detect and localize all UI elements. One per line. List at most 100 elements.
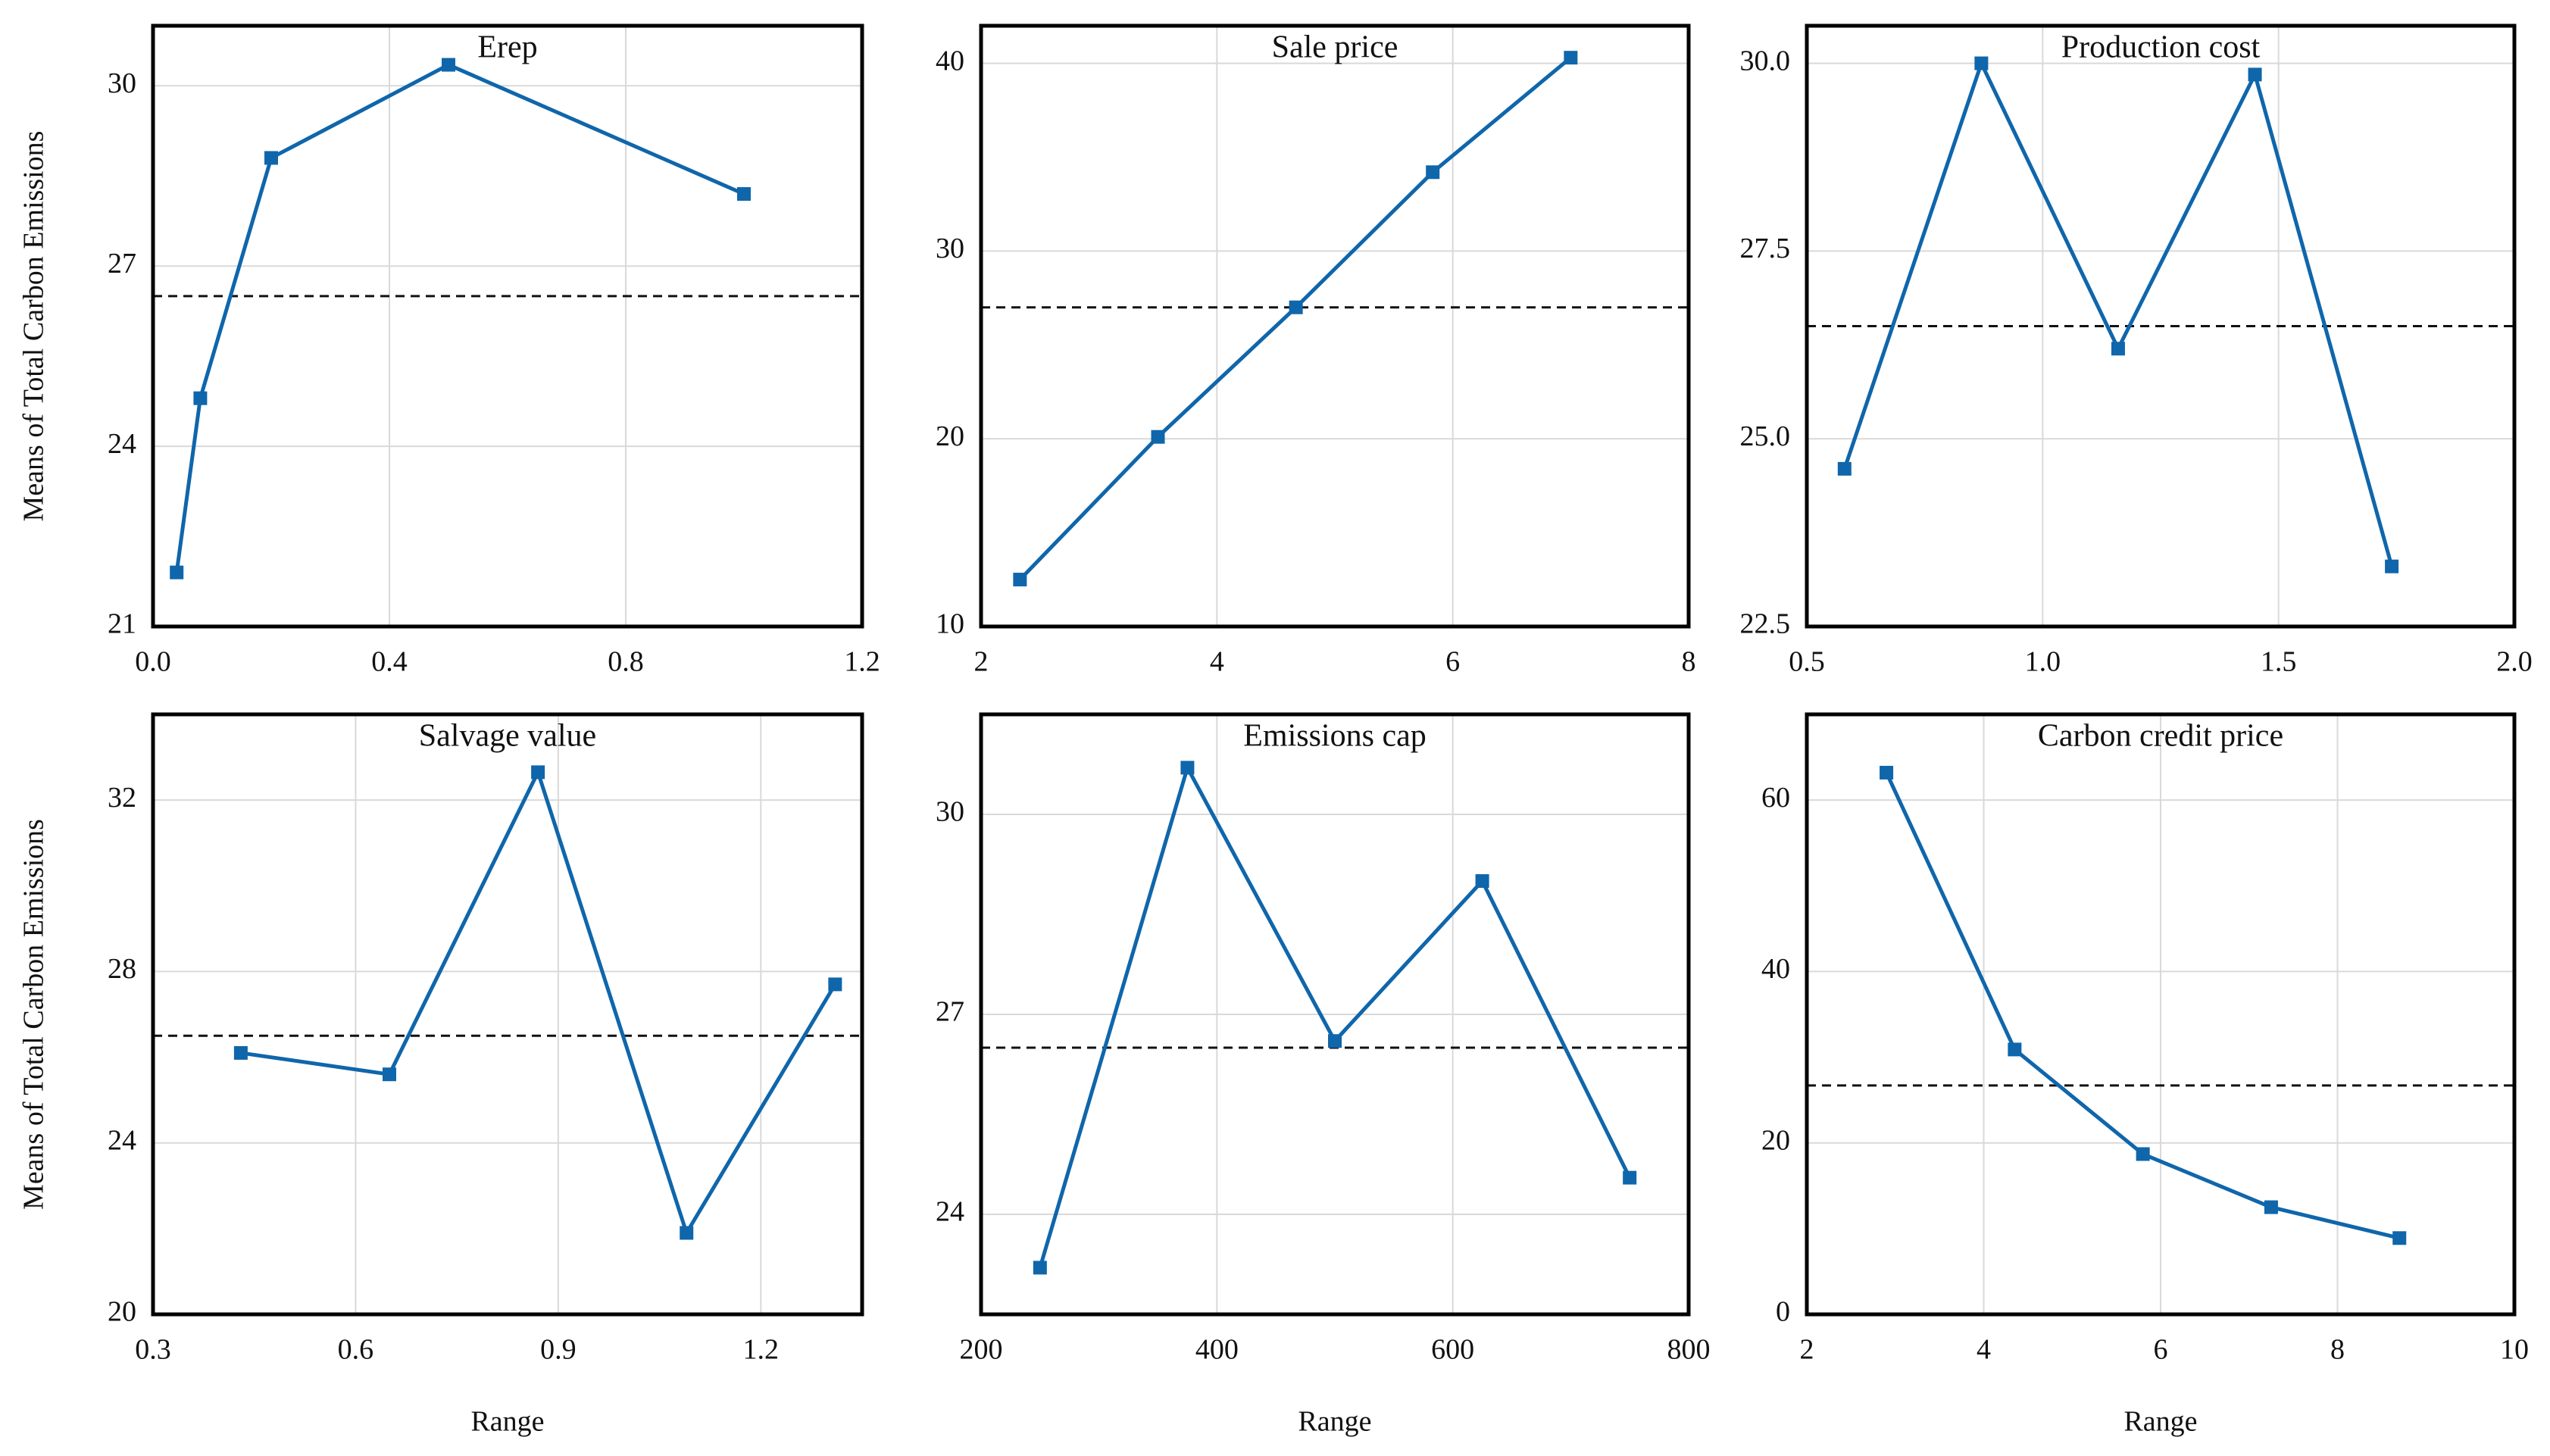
- x-tick-label: 600: [1431, 1334, 1474, 1366]
- data-point: [2008, 1042, 2022, 1057]
- data-line: [1842, 58, 2394, 567]
- data-point: [2248, 67, 2262, 82]
- x-tick-label: 6: [1445, 646, 1460, 678]
- y-tick-label: 21: [108, 608, 136, 640]
- y-tick-label: 10: [936, 608, 964, 640]
- x-tick-label: 1.5: [2261, 646, 2297, 678]
- data-point: [2392, 1231, 2407, 1245]
- plot-frame: [1805, 712, 2517, 1317]
- data-point: [1013, 573, 1027, 587]
- x-tick-label: 0.6: [338, 1334, 374, 1366]
- data-point: [2385, 559, 2399, 573]
- data-point: [1623, 1170, 1637, 1185]
- y-tick-label: 27: [936, 996, 964, 1028]
- x-tick-label: 400: [1195, 1334, 1239, 1366]
- data-point: [1475, 874, 1489, 888]
- plot-frame: [1805, 23, 2517, 629]
- data-point: [1564, 51, 1578, 65]
- data-point: [737, 187, 751, 202]
- x-axis-label: Range: [1298, 1406, 1371, 1438]
- x-tick-label: 2: [1800, 1334, 1814, 1366]
- y-tick-label: 27.5: [1740, 233, 1791, 264]
- y-tick-label: 24: [108, 1124, 136, 1156]
- y-tick-label: 22.5: [1740, 608, 1791, 640]
- plot-frame: [979, 712, 1691, 1317]
- x-tick-label: 1.2: [844, 646, 880, 678]
- x-tick-label: 0.0: [135, 646, 171, 678]
- data-point: [2264, 1200, 2278, 1214]
- x-axis-label: Range: [2123, 1406, 2197, 1438]
- x-tick-label: 1.2: [743, 1334, 780, 1366]
- chart-title: Sale price: [1272, 30, 1398, 65]
- data-point: [1880, 765, 1894, 780]
- y-tick-label: 24: [936, 1196, 964, 1228]
- y-tick-label: 30: [936, 796, 964, 828]
- data-point: [383, 1067, 396, 1082]
- y-tick-label: 30.0: [1740, 45, 1791, 77]
- plot-frame: [151, 23, 864, 629]
- data-line: [1018, 56, 1572, 581]
- y-tick-label: 27: [108, 248, 136, 280]
- x-tick-label: 2: [974, 646, 989, 678]
- y-tick-label: 28: [108, 953, 136, 985]
- x-axis-label: Range: [470, 1406, 544, 1438]
- x-tick-label: 0.3: [135, 1334, 171, 1366]
- chart-title: Production cost: [2061, 30, 2261, 65]
- data-point: [1426, 165, 1440, 180]
- data-line: [1038, 762, 1632, 1269]
- y-axis-label: Means of Total Carbon Emissions: [18, 819, 50, 1210]
- y-axis-label: Means of Total Carbon Emissions: [18, 131, 50, 522]
- y-tick-label: 32: [108, 782, 136, 814]
- x-tick-label: 0.9: [540, 1334, 577, 1366]
- data-point: [680, 1226, 694, 1240]
- x-tick-label: 4: [1977, 1334, 1991, 1366]
- x-tick-label: 0.5: [1789, 646, 1825, 678]
- data-point: [828, 977, 842, 992]
- data-point: [170, 565, 184, 580]
- y-tick-label: 40: [1761, 953, 1790, 985]
- data-point: [233, 1045, 248, 1060]
- data-point: [1033, 1261, 1047, 1275]
- data-point: [442, 58, 455, 72]
- x-tick-label: 1.0: [2025, 646, 2061, 678]
- y-tick-label: 20: [936, 420, 964, 452]
- x-tick-label: 0.8: [608, 646, 644, 678]
- y-tick-label: 30: [108, 67, 136, 99]
- data-point: [2111, 342, 2125, 356]
- data-line: [240, 767, 837, 1238]
- x-tick-label: 4: [1210, 646, 1224, 678]
- x-tick-label: 8: [2330, 1334, 2345, 1366]
- x-tick-label: 2.0: [2496, 646, 2533, 678]
- data-point: [1289, 300, 1303, 314]
- data-point: [1328, 1034, 1342, 1048]
- data-point: [193, 391, 208, 405]
- y-tick-label: 20: [1761, 1124, 1790, 1156]
- plot-frame: [979, 23, 1691, 629]
- chart-title: Erep: [477, 30, 537, 65]
- data-line: [174, 62, 745, 573]
- data-line: [1884, 771, 2400, 1240]
- x-tick-label: 8: [1682, 646, 1696, 678]
- data-point: [264, 151, 278, 165]
- plot-frame: [151, 712, 864, 1317]
- data-point: [1151, 430, 1165, 444]
- data-point: [531, 765, 545, 780]
- y-tick-label: 30: [936, 233, 964, 264]
- chart-title: Carbon credit price: [2038, 719, 2283, 754]
- x-tick-label: 0.4: [371, 646, 408, 678]
- x-tick-label: 10: [2500, 1334, 2529, 1366]
- x-tick-label: 200: [960, 1334, 1003, 1366]
- y-tick-label: 40: [936, 45, 964, 77]
- x-tick-label: 6: [2154, 1334, 2168, 1366]
- chart-title: Salvage value: [419, 719, 596, 754]
- y-tick-label: 25.0: [1740, 420, 1791, 452]
- data-point: [1180, 761, 1195, 775]
- data-point: [1837, 461, 1852, 476]
- y-tick-label: 60: [1761, 782, 1790, 814]
- y-tick-label: 0: [1776, 1296, 1790, 1328]
- y-tick-label: 20: [108, 1296, 136, 1328]
- data-point: [2136, 1147, 2150, 1161]
- data-point: [1974, 56, 1989, 70]
- chart-title: Emissions cap: [1243, 719, 1426, 754]
